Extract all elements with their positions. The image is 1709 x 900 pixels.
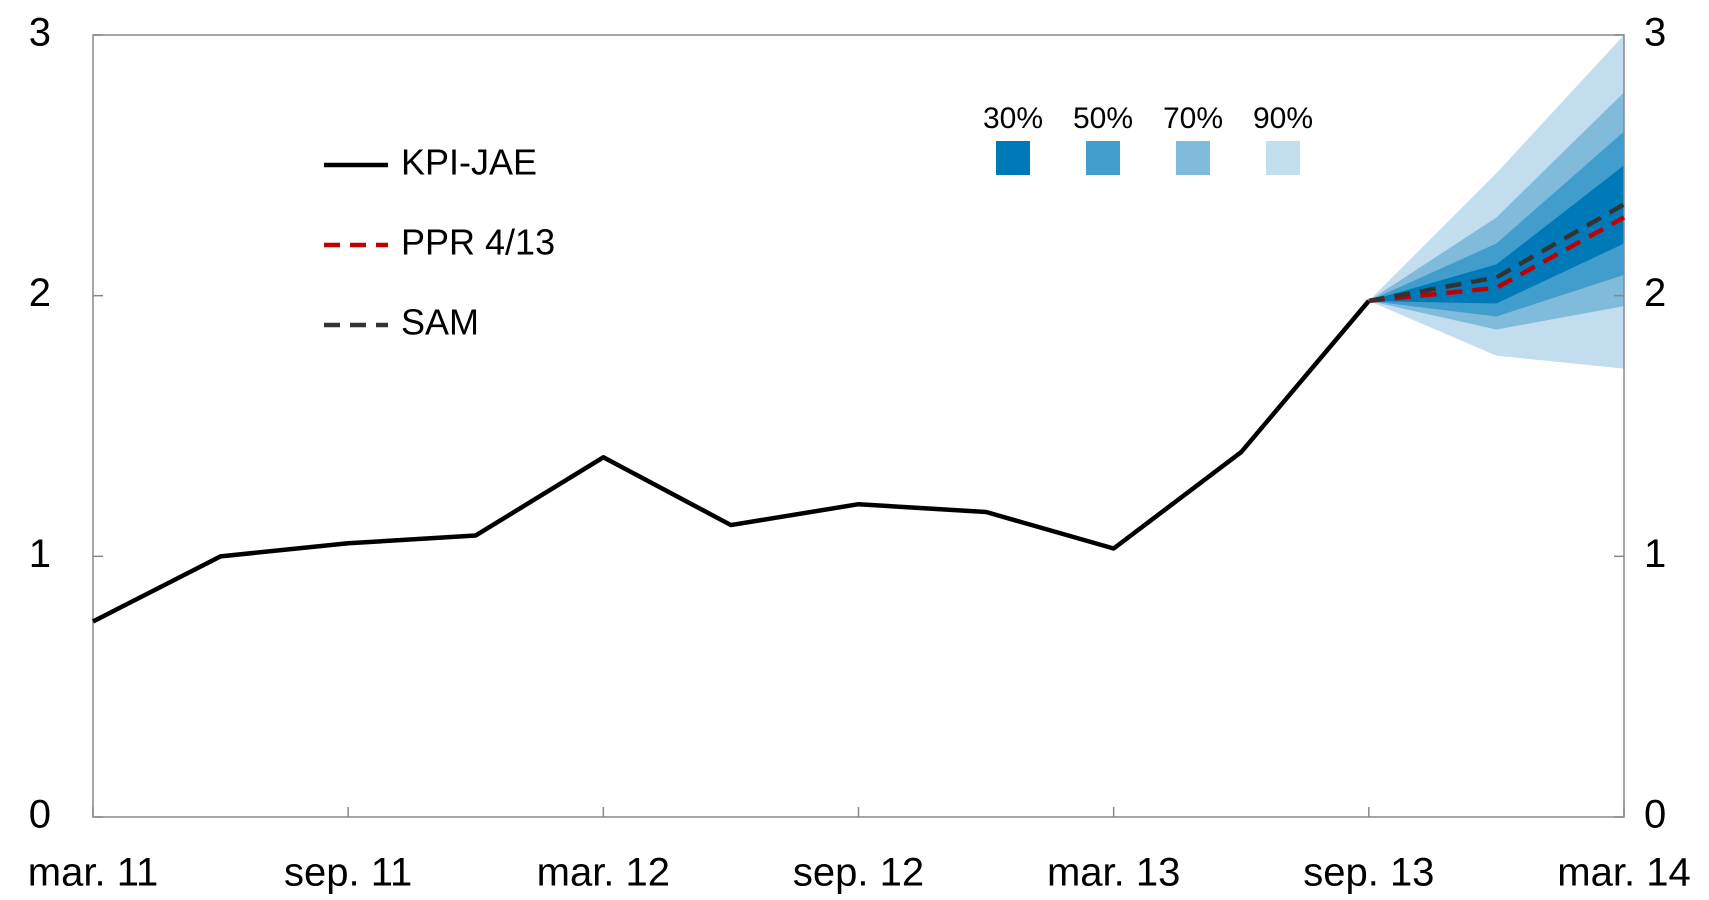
x-tick-label: mar. 13 bbox=[1047, 851, 1180, 895]
y-tick-label: 3 bbox=[29, 11, 51, 55]
fan-legend-swatch bbox=[1086, 141, 1120, 175]
legend-label: KPI-JAE bbox=[401, 142, 537, 183]
x-tick-label: mar. 12 bbox=[537, 851, 670, 895]
x-tick-label: sep. 11 bbox=[284, 851, 412, 895]
fan-band bbox=[1368, 165, 1624, 304]
fan-legend-swatch bbox=[1176, 141, 1210, 175]
y2-tick-label: 3 bbox=[1644, 11, 1666, 55]
fan-legend-label: 50% bbox=[1073, 102, 1133, 135]
y-tick-label: 1 bbox=[29, 532, 51, 576]
plot-frame bbox=[92, 34, 1625, 818]
fan-legend-swatch bbox=[996, 141, 1030, 175]
x-tick-label: mar. 11 bbox=[28, 851, 158, 895]
y-tick-label: 0 bbox=[29, 793, 51, 837]
fan-legend-label: 90% bbox=[1253, 102, 1313, 135]
x-tick-label: mar. 14 bbox=[1557, 851, 1690, 895]
legend-label: PPR 4/13 bbox=[401, 222, 555, 263]
x-tick-label: sep. 13 bbox=[1303, 851, 1434, 895]
series-line bbox=[91, 299, 1371, 624]
fan-legend-label: 70% bbox=[1163, 102, 1223, 135]
fan-legend-swatch bbox=[1266, 141, 1300, 175]
fan-legend-label: 30% bbox=[983, 102, 1043, 135]
legend-label: SAM bbox=[401, 302, 479, 343]
y-tick-label: 2 bbox=[29, 271, 51, 315]
y2-tick-label: 1 bbox=[1644, 532, 1666, 576]
y2-tick-label: 2 bbox=[1644, 271, 1666, 315]
y2-tick-label: 0 bbox=[1644, 793, 1666, 837]
x-tick-label: sep. 12 bbox=[793, 851, 924, 895]
